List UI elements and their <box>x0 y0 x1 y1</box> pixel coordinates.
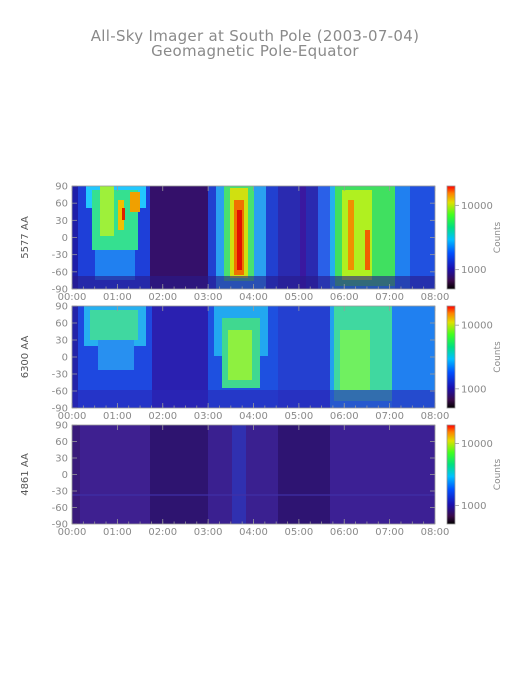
y-axis-label-4861-aa: 4861 AA <box>20 453 31 496</box>
panel-5577 <box>71 185 456 290</box>
x-tick-label: 03:00 <box>194 411 223 422</box>
colorbar-label: Counts <box>493 458 503 490</box>
colorbar-tick-label: 10000 <box>461 439 493 450</box>
x-tick-label: 07:00 <box>375 527 404 538</box>
y-tick-label: 60 <box>55 319 68 330</box>
x-tick-label: 06:00 <box>330 527 359 538</box>
x-tick-label: 03:00 <box>194 527 223 538</box>
x-tick-label: 02:00 <box>148 527 177 538</box>
y-tick-label: -90 <box>52 404 68 415</box>
colorbar-label: Counts <box>493 221 503 253</box>
x-tick-label: 02:00 <box>148 411 177 422</box>
colorbar-6300 <box>447 306 455 408</box>
colorbar-5577 <box>447 186 455 289</box>
heatmap-5577 <box>72 186 435 289</box>
x-tick-label: 02:00 <box>148 292 177 303</box>
x-tick-label: 01:00 <box>103 527 132 538</box>
heatmap-4861 <box>72 425 435 524</box>
y-tick-label: -90 <box>52 520 68 531</box>
chart-subtitle: Geomagnetic Pole-Equator <box>151 42 359 60</box>
panel-4861 <box>71 424 456 525</box>
colorbar-tick-label: 10000 <box>461 201 493 212</box>
y-tick-label: 90 <box>55 182 68 193</box>
x-tick-label: 05:00 <box>284 292 313 303</box>
x-tick-label: 00:00 <box>58 292 87 303</box>
y-tick-label: 30 <box>55 336 68 347</box>
colorbar-label: Counts <box>493 341 503 373</box>
x-tick-label: 01:00 <box>103 411 132 422</box>
x-tick-label: 00:00 <box>58 411 87 422</box>
y-tick-label: 0 <box>62 233 68 244</box>
y-tick-label: 30 <box>55 454 68 465</box>
y-tick-label: 90 <box>55 302 68 313</box>
chart-title: All-Sky Imager at South Pole (2003-07-04… <box>91 27 419 45</box>
colorbar-tick-label: 1000 <box>461 265 486 276</box>
x-tick-label: 06:00 <box>330 292 359 303</box>
heatmap-6300 <box>72 306 435 408</box>
x-tick-label: 08:00 <box>421 527 450 538</box>
x-tick-label: 04:00 <box>239 292 268 303</box>
colorbar-tick-label: 1000 <box>461 501 486 512</box>
x-tick-label: 00:00 <box>58 527 87 538</box>
y-tick-label: -60 <box>52 267 68 278</box>
x-tick-label: 01:00 <box>103 292 132 303</box>
colorbar-tick-label: 10000 <box>461 321 493 332</box>
y-tick-label: 30 <box>55 216 68 227</box>
x-tick-label: 05:00 <box>284 527 313 538</box>
y-tick-label: 60 <box>55 437 68 448</box>
y-axis-label-5577-aa: 5577 AA <box>20 216 31 259</box>
y-tick-label: -30 <box>52 250 68 261</box>
x-tick-label: 06:00 <box>330 411 359 422</box>
y-tick-label: -30 <box>52 487 68 498</box>
x-tick-label: 05:00 <box>284 411 313 422</box>
x-tick-label: 03:00 <box>194 292 223 303</box>
y-tick-label: -60 <box>52 503 68 514</box>
x-tick-label: 08:00 <box>421 292 450 303</box>
y-axis-label-6300-aa: 6300 AA <box>20 336 31 379</box>
y-tick-label: 60 <box>55 199 68 210</box>
y-tick-label: 0 <box>62 470 68 481</box>
x-tick-label: 07:00 <box>375 292 404 303</box>
y-tick-label: -30 <box>52 370 68 381</box>
y-tick-label: 90 <box>55 421 68 432</box>
x-tick-label: 04:00 <box>239 411 268 422</box>
x-tick-label: 07:00 <box>375 411 404 422</box>
y-tick-label: -90 <box>52 285 68 296</box>
colorbar-4861 <box>447 425 455 524</box>
y-tick-label: -60 <box>52 387 68 398</box>
panel-6300 <box>71 305 456 409</box>
x-tick-label: 08:00 <box>421 411 450 422</box>
x-tick-label: 04:00 <box>239 527 268 538</box>
colorbar-tick-label: 1000 <box>461 384 486 395</box>
y-tick-label: 0 <box>62 353 68 364</box>
